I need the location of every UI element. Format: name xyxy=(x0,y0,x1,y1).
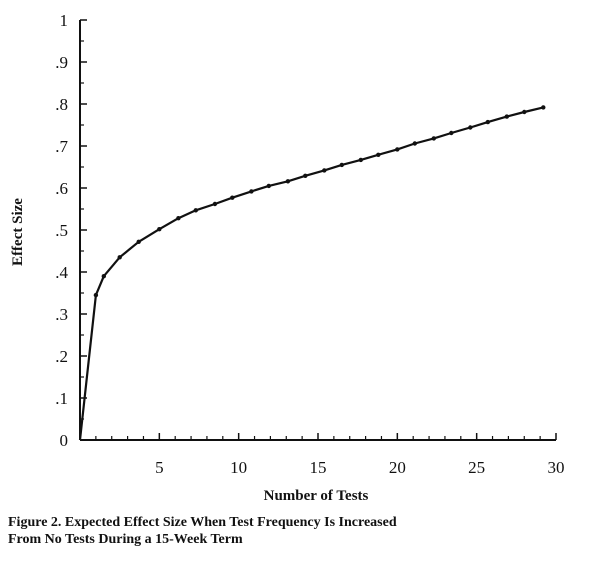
y-tick-label: .2 xyxy=(55,347,68,366)
data-point xyxy=(176,216,181,221)
tick-marks xyxy=(80,19,557,441)
y-tick-label: .3 xyxy=(55,305,68,324)
data-point xyxy=(412,141,417,146)
data-point xyxy=(212,201,218,207)
y-tick-label: 0 xyxy=(60,431,69,450)
y-tick-label: .5 xyxy=(55,221,68,240)
y-tick-label: .7 xyxy=(55,137,68,156)
y-tick-label: .6 xyxy=(55,179,68,198)
caption-line-2: From No Tests During a 15-Week Term xyxy=(8,532,243,547)
data-point xyxy=(358,157,363,163)
data-point xyxy=(136,239,141,244)
data-point xyxy=(522,109,527,115)
data-point xyxy=(376,152,381,157)
y-tick-label: .8 xyxy=(55,95,68,114)
x-tick-label: 15 xyxy=(310,458,327,477)
caption-line-1: Figure 2. Expected Effect Size When Test… xyxy=(8,515,397,530)
data-point xyxy=(93,292,99,298)
data-point xyxy=(101,274,107,279)
data-point xyxy=(157,227,162,232)
figure-caption: Figure 2. Expected Effect Size When Test… xyxy=(8,514,580,548)
effect-size-chart: 0.1.2.3.4.5.6.7.8.915 10 15 20 25 30 Number o… xyxy=(10,11,565,504)
y-tick-label: 1 xyxy=(60,11,69,30)
data-point xyxy=(541,105,546,110)
series-line xyxy=(78,106,544,441)
data-point xyxy=(431,136,436,141)
data-point xyxy=(285,179,291,184)
data-point xyxy=(249,189,254,194)
data-point xyxy=(468,125,473,130)
y-tick-label: .4 xyxy=(55,263,68,282)
tick-labels: 0.1.2.3.4.5.6.7.8.915 10 15 20 25 30 xyxy=(55,11,564,477)
x-tick-label: 20 xyxy=(389,458,406,477)
data-point xyxy=(117,255,122,260)
data-point xyxy=(322,168,327,173)
y-tick-label: .9 xyxy=(55,53,68,72)
x-tick-label: 30 xyxy=(548,458,565,477)
data-point xyxy=(266,183,271,189)
x-tick-label: 10 xyxy=(230,458,247,477)
x-tick-label: 25 xyxy=(468,458,485,477)
y-axis-title: Effect Size xyxy=(10,198,26,266)
data-point xyxy=(395,147,400,152)
data-point xyxy=(303,173,308,178)
data-point xyxy=(339,162,344,168)
data-point xyxy=(504,114,509,119)
data-point xyxy=(230,195,235,200)
data-point xyxy=(449,130,454,136)
y-tick-label: .1 xyxy=(55,389,68,408)
data-point xyxy=(193,208,198,213)
x-tick-label: 5 xyxy=(155,458,164,477)
series xyxy=(78,105,546,441)
x-axis-title: Number of Tests xyxy=(264,488,369,504)
data-point xyxy=(485,119,490,125)
axes xyxy=(79,20,556,441)
